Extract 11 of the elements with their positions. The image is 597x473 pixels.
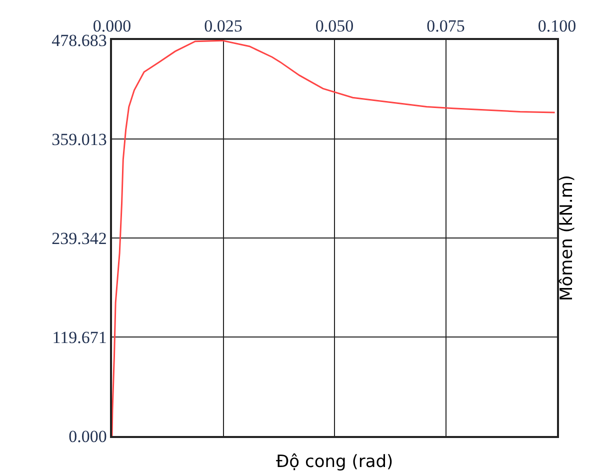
x-tick-label: 0.075 bbox=[426, 16, 465, 36]
x-tick-label: 0.025 bbox=[204, 16, 242, 36]
x-axis-title: Độ cong (rad) bbox=[276, 452, 394, 472]
line-series bbox=[112, 40, 556, 436]
y-tick-label: 359.013 bbox=[52, 130, 107, 149]
x-tick-label: 0.050 bbox=[315, 16, 354, 36]
y-tick-label: 239.342 bbox=[52, 228, 107, 248]
y-tick-label: 119.671 bbox=[52, 328, 107, 347]
x-tick-label: 0.100 bbox=[538, 16, 576, 36]
y-axis-title: Mômen (kN.m) bbox=[557, 174, 577, 301]
y-tick-label: 0.000 bbox=[68, 426, 107, 446]
